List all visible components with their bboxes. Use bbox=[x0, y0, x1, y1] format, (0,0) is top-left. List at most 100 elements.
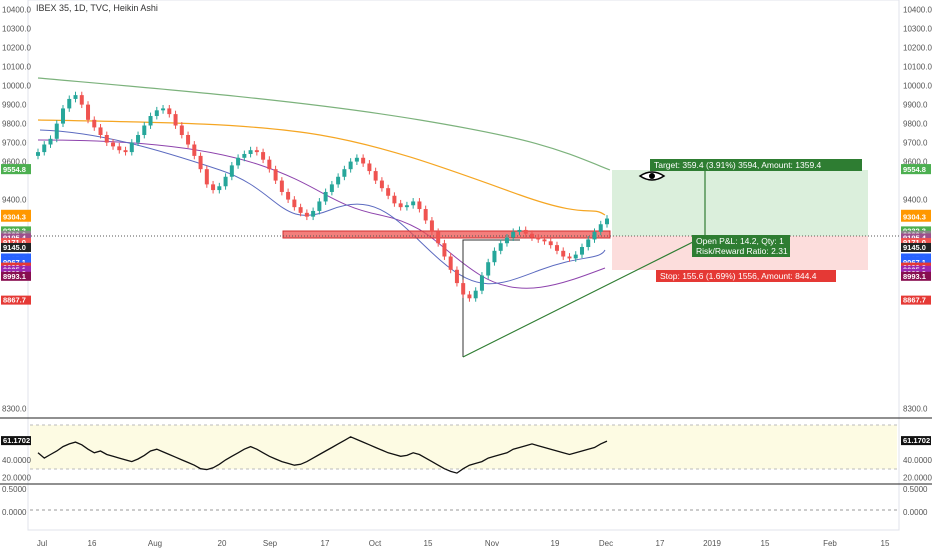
candle-body[interactable] bbox=[223, 176, 228, 187]
candle-body[interactable] bbox=[442, 243, 447, 257]
candle-body[interactable] bbox=[517, 229, 522, 232]
candle-body[interactable] bbox=[104, 135, 109, 143]
candle-body[interactable] bbox=[92, 119, 97, 128]
target-zone[interactable] bbox=[612, 170, 868, 236]
candle-body[interactable] bbox=[317, 201, 322, 211]
candle-body[interactable] bbox=[273, 169, 278, 181]
candle-body[interactable] bbox=[473, 290, 478, 299]
candle-body[interactable] bbox=[186, 135, 191, 145]
candle-body[interactable] bbox=[511, 231, 516, 238]
candle-body[interactable] bbox=[548, 241, 553, 246]
candle-body[interactable] bbox=[279, 180, 284, 192]
candle-body[interactable] bbox=[404, 205, 409, 208]
candle-body[interactable] bbox=[498, 243, 503, 251]
support-trendline[interactable] bbox=[462, 235, 706, 358]
candle-body[interactable] bbox=[398, 203, 403, 208]
candle-body[interactable] bbox=[492, 250, 497, 263]
candle-body[interactable] bbox=[267, 159, 272, 170]
candle-body[interactable] bbox=[598, 224, 603, 232]
candle-body[interactable] bbox=[42, 144, 47, 153]
time-axis-label: 19 bbox=[551, 539, 560, 548]
candle-body[interactable] bbox=[304, 212, 309, 217]
time-axis-label: 20 bbox=[218, 539, 227, 548]
candle-body[interactable] bbox=[173, 114, 178, 126]
candle-body[interactable] bbox=[354, 157, 359, 162]
candle-body[interactable] bbox=[586, 239, 591, 248]
candle-body[interactable] bbox=[361, 157, 366, 164]
candle-body[interactable] bbox=[367, 163, 372, 172]
candle-body[interactable] bbox=[229, 165, 234, 177]
candle-body[interactable] bbox=[211, 184, 216, 191]
candle-body[interactable] bbox=[142, 125, 147, 136]
candle-body[interactable] bbox=[454, 269, 459, 284]
candle-body[interactable] bbox=[561, 250, 566, 257]
candle-body[interactable] bbox=[567, 256, 572, 259]
candle-body[interactable] bbox=[261, 152, 266, 160]
rsi-line[interactable] bbox=[37, 436, 608, 474]
candle-body[interactable] bbox=[311, 210, 316, 217]
candle-body[interactable] bbox=[61, 108, 66, 124]
candle-body[interactable] bbox=[73, 95, 78, 99]
candle-body[interactable] bbox=[179, 125, 184, 136]
candle-body[interactable] bbox=[167, 108, 172, 115]
candle-body[interactable] bbox=[605, 218, 609, 225]
candle-body[interactable] bbox=[348, 161, 353, 170]
candle-body[interactable] bbox=[98, 127, 103, 136]
candle-body[interactable] bbox=[254, 150, 259, 153]
candle-body[interactable] bbox=[123, 150, 128, 153]
candle-body[interactable] bbox=[429, 220, 434, 232]
candle-body[interactable] bbox=[342, 169, 347, 177]
candle-body[interactable] bbox=[236, 157, 241, 166]
candle-body[interactable] bbox=[86, 104, 91, 120]
candle-body[interactable] bbox=[54, 123, 59, 139]
candle-body[interactable] bbox=[111, 142, 116, 147]
candle-body[interactable] bbox=[448, 256, 453, 270]
candle-body[interactable] bbox=[467, 294, 472, 299]
candle-body[interactable] bbox=[148, 116, 153, 126]
candle-body[interactable] bbox=[129, 142, 134, 153]
candle-body[interactable] bbox=[198, 155, 203, 170]
candle-body[interactable] bbox=[136, 135, 141, 143]
candle-body[interactable] bbox=[461, 283, 466, 295]
candle-body[interactable] bbox=[529, 233, 534, 238]
candle-body[interactable] bbox=[161, 108, 166, 111]
candle-body[interactable] bbox=[154, 110, 159, 117]
candle-body[interactable] bbox=[48, 138, 53, 145]
candle-body[interactable] bbox=[379, 180, 384, 189]
candle-body[interactable] bbox=[436, 231, 441, 244]
candle-body[interactable] bbox=[386, 188, 391, 196]
candle-body[interactable] bbox=[192, 144, 197, 156]
candle-body[interactable] bbox=[248, 150, 253, 154]
candle-body[interactable] bbox=[592, 231, 597, 240]
candle-body[interactable] bbox=[542, 239, 547, 242]
candle-body[interactable] bbox=[217, 186, 222, 191]
candle-body[interactable] bbox=[79, 95, 84, 105]
candle-body[interactable] bbox=[36, 152, 40, 156]
candle-body[interactable] bbox=[479, 275, 484, 291]
candle-body[interactable] bbox=[298, 207, 303, 213]
resistance-band[interactable] bbox=[282, 230, 611, 239]
candle-body[interactable] bbox=[554, 245, 559, 251]
candle-body[interactable] bbox=[486, 262, 491, 276]
time-axis-label: Sep bbox=[263, 539, 278, 548]
candle-body[interactable] bbox=[329, 184, 334, 192]
candle-body[interactable] bbox=[67, 98, 72, 109]
candle-body[interactable] bbox=[292, 199, 297, 208]
candle-body[interactable] bbox=[286, 191, 291, 200]
candle-body[interactable] bbox=[536, 237, 541, 240]
candle-body[interactable] bbox=[323, 191, 328, 202]
candle-body[interactable] bbox=[411, 201, 416, 206]
candle-body[interactable] bbox=[373, 171, 378, 181]
candle-body[interactable] bbox=[523, 229, 528, 234]
candle-body[interactable] bbox=[579, 247, 584, 255]
candle-body[interactable] bbox=[117, 146, 122, 151]
candle-body[interactable] bbox=[336, 176, 341, 185]
candle-body[interactable] bbox=[417, 201, 422, 210]
candle-body[interactable] bbox=[423, 209, 428, 221]
candle-body[interactable] bbox=[204, 169, 209, 185]
candle-body[interactable] bbox=[392, 195, 397, 204]
candle-body[interactable] bbox=[242, 153, 247, 158]
candle-body[interactable] bbox=[573, 254, 578, 259]
candle-body[interactable] bbox=[504, 237, 509, 244]
